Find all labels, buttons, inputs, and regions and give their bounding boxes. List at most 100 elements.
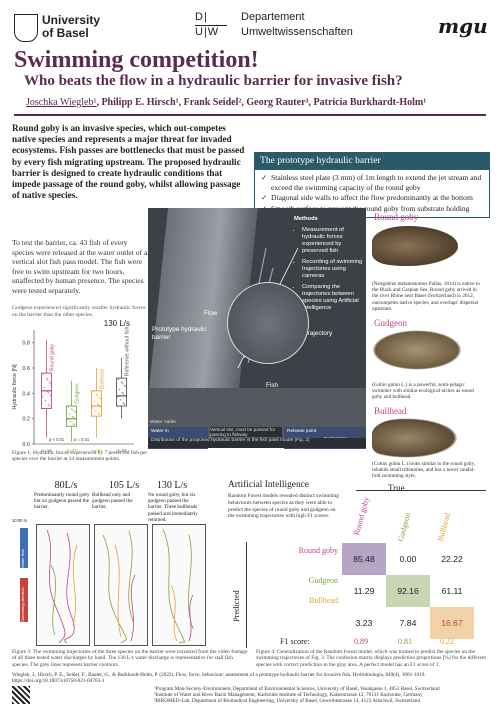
ai-heading: Artificial Intelligence <box>228 480 309 490</box>
box-point <box>66 425 69 428</box>
box-point <box>121 391 124 394</box>
f1-bullhead: 0.22 <box>440 637 454 646</box>
n-label: n=37 <box>66 448 77 453</box>
fish-closeup <box>227 282 309 364</box>
traj-text-80: Predominantly round goby but no gudgeon … <box>34 492 90 511</box>
n-label: n=34 <box>116 448 127 453</box>
cm-cell: 92.16 <box>386 575 430 607</box>
box-point <box>49 394 52 397</box>
bullhead-image <box>372 418 458 458</box>
boxplot-chart: 0.8 0.6 0.4 0.2 0.0 Hydraulic force [N] 130 L/… <box>12 319 134 453</box>
affiliation-1: ¹Program Man-Society-Environment, Depart… <box>154 686 440 692</box>
box-point <box>44 399 47 402</box>
box-point <box>48 405 51 407</box>
box-point <box>96 403 99 405</box>
prototype-box: The prototype hydraulic barrier Stainles… <box>254 152 490 219</box>
box-point <box>46 379 49 381</box>
prototype-item: Stainless steel plate (3 mm) of 1m lengt… <box>261 173 485 192</box>
n-label: n=38 <box>91 448 102 453</box>
logo-line-1: University <box>42 13 101 27</box>
box-point <box>119 399 122 401</box>
box-point <box>93 400 96 402</box>
photo-strip-caption: Distribution of the proposed hydraulic b… <box>148 438 366 448</box>
box-point <box>118 388 121 391</box>
box-point <box>74 417 77 420</box>
box-point <box>116 396 119 398</box>
ai-text: Random Forest models revealed distinct s… <box>228 493 339 520</box>
mgu-logo: mgu <box>438 14 488 38</box>
figure-1-caption: Figure 1: Hydraulic forces experienced b… <box>12 450 148 463</box>
fish-caption: (Cottus gobio L.) looks similar to the r… <box>372 461 476 480</box>
label-fish: Fish <box>266 382 279 389</box>
poster-subtitle: Who beats the flow in a hydraulic barrie… <box>24 73 403 89</box>
flow-130: 130 L/s <box>156 480 188 491</box>
f1-label: F1 score: <box>280 637 310 646</box>
label-flow: Flow <box>204 310 218 317</box>
qr-code-icon[interactable] <box>12 686 30 704</box>
trajectory-panel-130 <box>152 524 206 646</box>
method-item: Recording of swimming trajectories using… <box>302 259 364 280</box>
trajectory-legend: 10:00 m Water flow Swimming direction <box>12 482 32 627</box>
flow-105: 105 L/s <box>108 480 140 491</box>
box-point <box>48 381 51 384</box>
f1-gudgeon: 0.81 <box>398 637 412 646</box>
authors: Joschka Wiegleb¹, Philipp E. Hirsch¹, Fr… <box>26 97 426 108</box>
fish-name-bullhead: Bullhead <box>374 406 407 416</box>
box-point <box>94 409 97 412</box>
box-point <box>68 413 71 416</box>
water-flow-arrow: Water flow <box>20 528 28 568</box>
y-tick-label: 0.2 <box>22 417 30 423</box>
label-trajectory: Trajectory <box>304 330 333 337</box>
box-label: Bullhead <box>100 369 106 389</box>
box-point <box>124 385 127 388</box>
box-point <box>72 416 75 419</box>
box-point <box>99 397 102 400</box>
box-point <box>67 406 70 408</box>
box-point <box>46 390 49 393</box>
col-round-goby: Round goby <box>352 495 371 537</box>
figure-4-caption: Figure 4: Generalization of the Random F… <box>256 649 487 668</box>
affiliation-2: ²Institute of Water and River Basin Mana… <box>154 692 423 698</box>
cm-cell: 85.48 <box>342 543 386 575</box>
box-point <box>47 403 50 406</box>
row-gudgeon: Gudgeon <box>308 576 338 585</box>
boxplot-intro: Gudgeon experienced significantly smalle… <box>12 305 146 318</box>
box-point <box>122 402 125 404</box>
method-item: Comparing the trajectories between speci… <box>302 284 364 312</box>
pred-divider <box>246 542 247 648</box>
test-description: To test the barrier, ca. 43 fish of ever… <box>12 238 148 295</box>
poster-title: Swimming competition! <box>14 47 259 73</box>
dept-line-1: Departement <box>241 11 305 23</box>
box-point <box>122 392 125 395</box>
cm-cell: 16.67 <box>430 607 474 639</box>
y-tick-label: 0.0 <box>22 442 30 448</box>
other-authors: , Philipp E. Hirsch¹, Frank Seidel², Geo… <box>96 97 427 108</box>
label-water-in: Water in <box>151 429 169 434</box>
y-tick-label: 0.4 <box>22 391 30 397</box>
prototype-heading: The prototype hydraulic barrier <box>255 153 489 170</box>
intro-text: Round goby is an invasive species, which… <box>12 123 245 201</box>
cm-cell: 61.11 <box>441 586 463 596</box>
box-point <box>42 373 45 376</box>
box-point <box>97 404 100 406</box>
row-round-goby: Round goby <box>298 546 338 555</box>
y-tick-label: 0.8 <box>22 341 30 347</box>
box-point <box>97 412 100 415</box>
trajectory-panel-80 <box>36 524 90 646</box>
gudgeon-image <box>372 330 462 370</box>
methods-box: Methods Measurement of hydraulic forces … <box>294 216 364 316</box>
col-bullhead: Bullhead <box>436 512 453 543</box>
methods-title: Methods <box>294 216 318 222</box>
cm-cell: 3.23 <box>355 618 373 628</box>
trajectory-panel-105 <box>94 524 148 646</box>
fish-caption: (Neogobius melanostomus Pallas, 1814) is… <box>372 281 480 312</box>
box-point <box>121 382 124 385</box>
shield-icon <box>14 14 38 42</box>
box-point <box>95 393 98 396</box>
box-label: Gudgeon <box>75 383 81 404</box>
scale-label: 10:00 m <box>12 518 28 523</box>
box <box>116 377 127 407</box>
box-point <box>43 386 46 389</box>
box-point <box>91 406 94 409</box>
chart-title: 130 L/s <box>104 319 130 328</box>
